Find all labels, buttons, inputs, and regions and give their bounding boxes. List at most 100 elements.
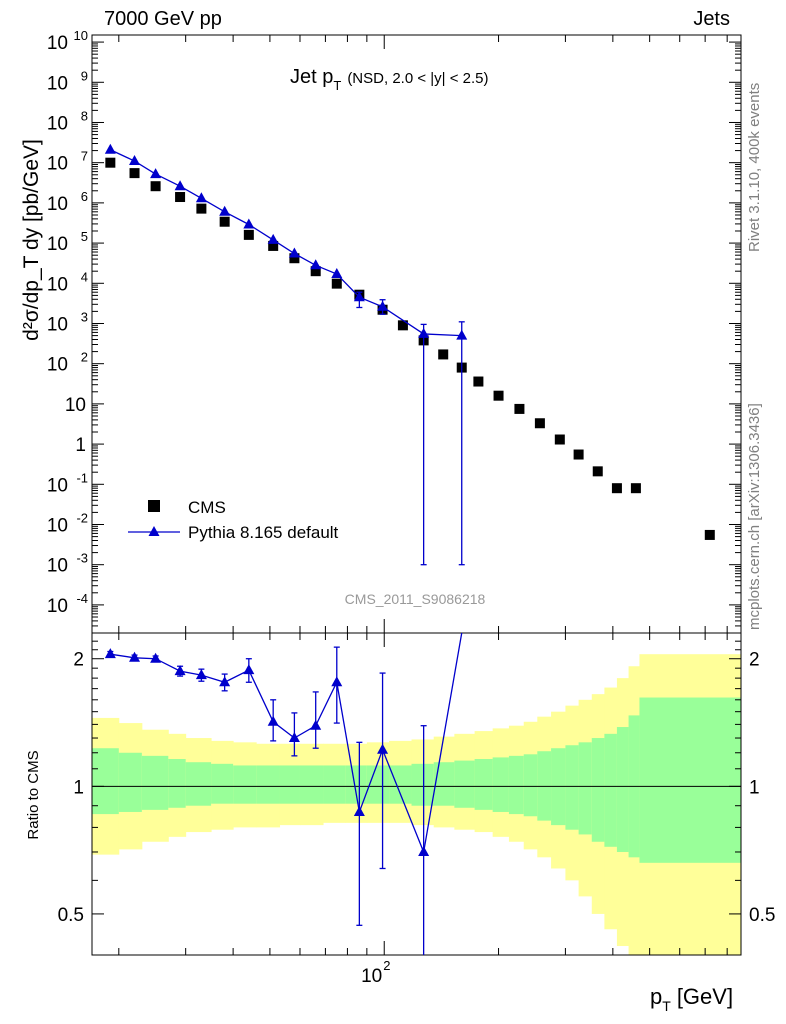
cms-point xyxy=(243,229,254,240)
y-tick-label-exponent: 4 xyxy=(81,269,88,284)
ratio-point xyxy=(288,732,300,743)
band-inner xyxy=(454,760,476,808)
header-left-label: 7000 GeV pp xyxy=(104,8,222,30)
cms-point xyxy=(397,320,408,331)
axis-ticks xyxy=(92,35,741,956)
y-tick-label: 10 xyxy=(47,234,68,255)
band-inner xyxy=(411,763,435,806)
cms-point xyxy=(573,449,584,460)
cms-point xyxy=(704,529,715,540)
cms-point xyxy=(268,240,279,251)
cms-point xyxy=(219,216,230,227)
y-tick-label-exponent: -4 xyxy=(76,591,88,606)
main-frame xyxy=(91,34,742,634)
cms-point xyxy=(196,203,207,214)
pythia-point xyxy=(353,291,365,302)
ratio-tick-label: 0.5 xyxy=(58,905,84,926)
axes xyxy=(91,34,742,956)
y-tick-label: 10 xyxy=(47,33,68,54)
y-tick-label-exponent: 6 xyxy=(81,189,88,204)
band-inner xyxy=(508,755,525,815)
ratio-point xyxy=(195,669,207,680)
pythia-point xyxy=(104,143,116,154)
ratio-tick-label-right: 2 xyxy=(749,650,760,671)
x-tick-label: 10 xyxy=(361,966,382,987)
band-inner xyxy=(256,765,281,804)
y-tick-label-exponent: 9 xyxy=(81,68,88,83)
band-inner xyxy=(345,765,368,804)
legend: CMS Pythia 8.165 default xyxy=(128,498,339,542)
y-axis-label: d²σ/dp_T dy [pb/GeV] xyxy=(20,139,43,341)
pythia-point xyxy=(456,329,468,340)
pythia-point xyxy=(150,168,162,179)
pythia-point xyxy=(377,300,389,311)
plot-title: Jet pT (NSD, 2.0 < |y| < 2.5) xyxy=(290,66,489,93)
legend-pythia-marker xyxy=(148,526,160,536)
band-inner xyxy=(433,762,455,806)
ratio-point xyxy=(377,743,389,754)
pythia-point xyxy=(288,247,300,258)
y-tick-label-exponent: 5 xyxy=(81,229,88,244)
y-tick-label: 10 xyxy=(47,154,68,175)
ratio-bands xyxy=(92,654,742,955)
legend-cms-label: CMS xyxy=(188,498,226,517)
cms-point xyxy=(310,266,321,277)
band-inner xyxy=(92,748,120,815)
legend-pythia-label: Pythia 8.165 default xyxy=(188,523,339,542)
band-inner xyxy=(474,759,494,810)
analysis-watermark: CMS_2011_S9086218 xyxy=(345,591,486,607)
legend-cms-marker xyxy=(148,500,160,512)
y-tick-label: 10 xyxy=(47,556,68,577)
band-inner xyxy=(389,765,413,804)
band-inner xyxy=(323,765,346,804)
band-inner xyxy=(639,697,742,863)
y-tick-label: 10 xyxy=(47,515,68,536)
pythia-point xyxy=(243,218,255,229)
y-tick-label: 10 xyxy=(47,596,68,617)
pythia-point xyxy=(267,233,279,244)
cms-point xyxy=(150,181,161,192)
y-tick-label-exponent: 10 xyxy=(74,28,88,43)
cms-point xyxy=(438,349,449,360)
ratio-frame xyxy=(91,632,742,956)
cms-point xyxy=(554,434,565,445)
band-inner xyxy=(185,762,212,806)
cms-point xyxy=(630,483,641,494)
y-tick-label-exponent: -1 xyxy=(76,470,88,485)
pythia-point xyxy=(331,268,343,279)
y-tick-label-exponent: -3 xyxy=(76,551,88,566)
y-tick-label: 10 xyxy=(47,194,68,215)
band-inner xyxy=(299,765,324,804)
y-tick-label: 10 xyxy=(47,355,68,376)
ratio-point xyxy=(243,664,255,675)
band-inner xyxy=(366,765,390,804)
band-inner xyxy=(604,733,618,847)
ratio-point xyxy=(104,648,116,659)
cms-point xyxy=(514,403,525,414)
ratio-series xyxy=(104,632,463,955)
x-tick-label-exponent: 2 xyxy=(383,958,390,973)
band-inner xyxy=(523,754,538,817)
pythia-point xyxy=(174,180,186,191)
y-tick-label-exponent: 7 xyxy=(81,149,88,164)
y-tick-label: 10 xyxy=(47,475,68,496)
ratio-point xyxy=(150,652,162,663)
ratio-point xyxy=(331,676,343,687)
y-tick-label-exponent: 8 xyxy=(81,108,88,123)
pythia-point xyxy=(418,327,430,338)
header-right-label: Jets xyxy=(693,8,730,30)
y-tick-label-exponent: 2 xyxy=(81,350,88,365)
band-inner xyxy=(279,765,301,804)
cms-point xyxy=(105,157,116,168)
band-inner xyxy=(591,738,605,842)
cms-point xyxy=(331,278,342,289)
cms-point xyxy=(473,376,484,387)
ratio-point xyxy=(174,665,186,676)
y-tick-label: 1 xyxy=(75,435,86,456)
cms-point xyxy=(129,168,140,179)
ratio-tick-label-right: 1 xyxy=(749,777,760,798)
ratio-point xyxy=(418,845,430,856)
ratio-tick-label-right: 0.5 xyxy=(749,905,775,926)
